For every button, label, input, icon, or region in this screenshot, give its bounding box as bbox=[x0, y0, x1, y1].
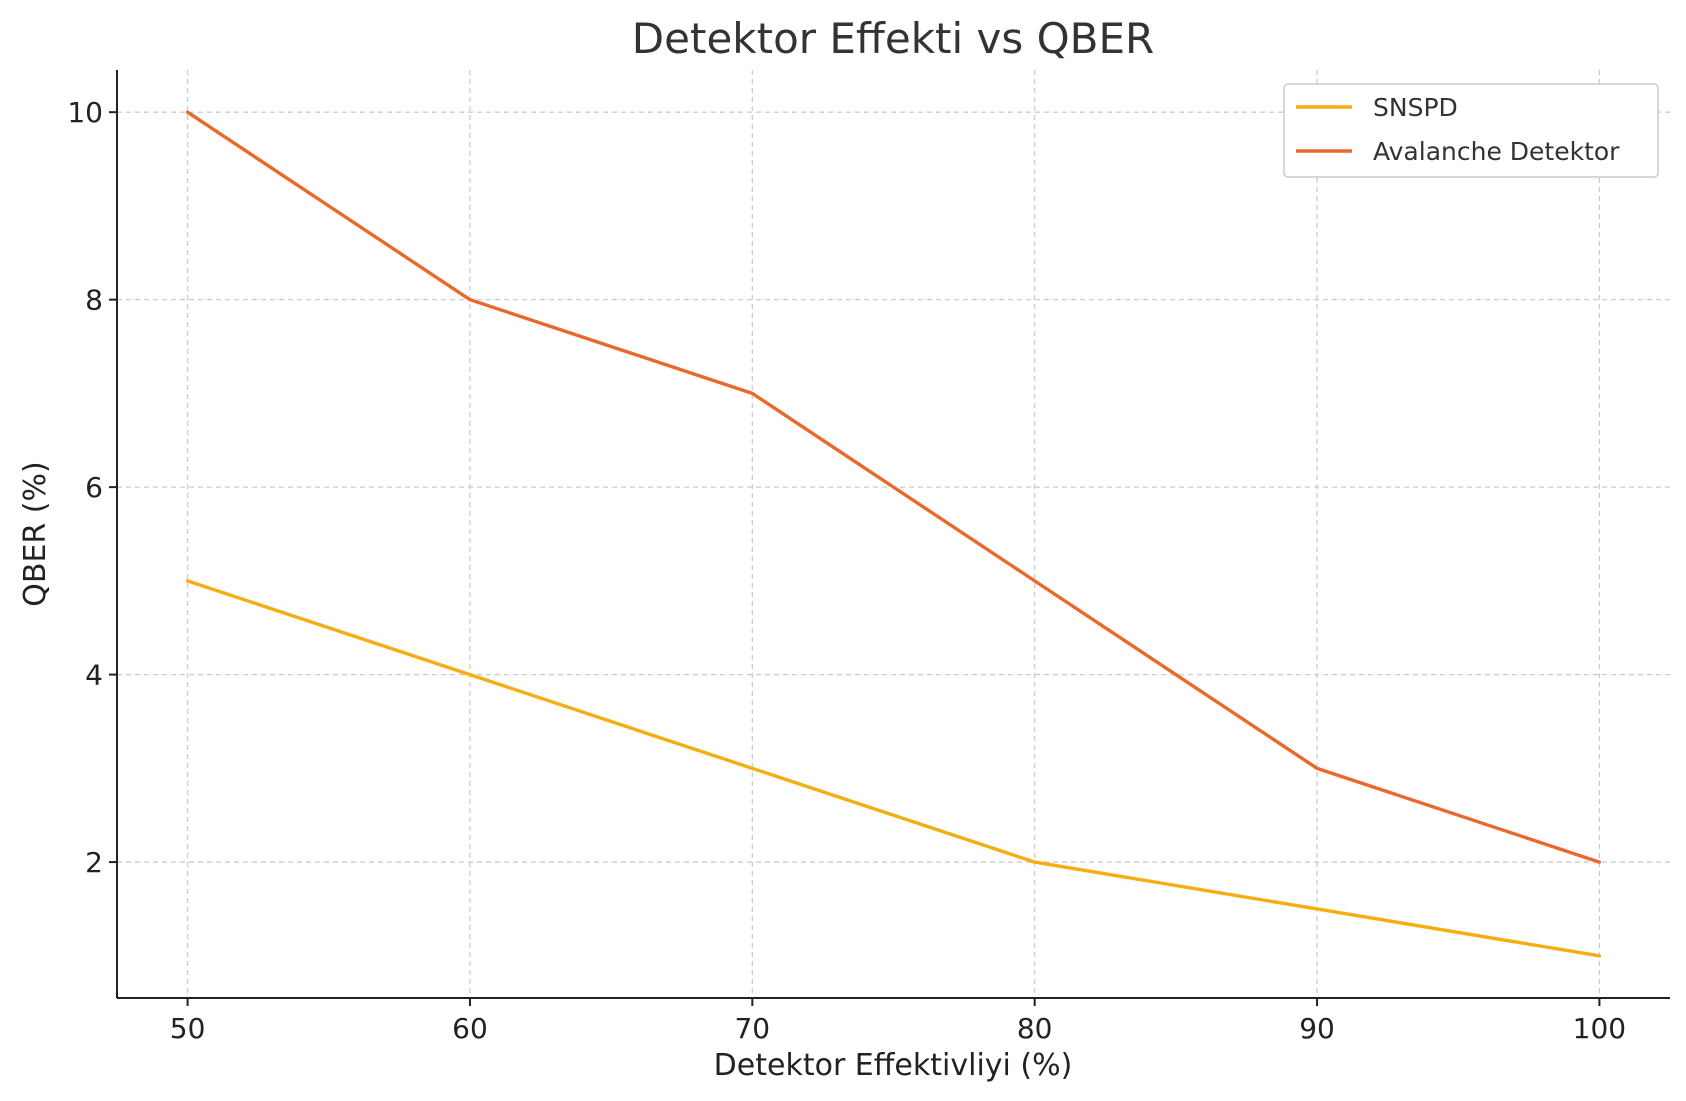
series-line-snspd bbox=[185, 579, 1602, 958]
x-tick-label: 80 bbox=[1017, 1012, 1053, 1045]
x-tick-label: 50 bbox=[170, 1012, 206, 1045]
series-line-avalanche-detektor bbox=[185, 110, 1602, 864]
y-tick-label: 2 bbox=[85, 846, 103, 879]
chart-title: Detektor Effekti vs QBER bbox=[632, 14, 1154, 63]
x-tick-label: 70 bbox=[734, 1012, 770, 1045]
y-tick-label: 6 bbox=[85, 471, 103, 504]
x-tick-label: 90 bbox=[1299, 1012, 1335, 1045]
y-tick-label: 8 bbox=[85, 284, 103, 317]
y-axis-title: QBER (%) bbox=[18, 461, 53, 606]
legend-box bbox=[1283, 83, 1659, 178]
x-axis-title: Detektor Effektivliyi (%) bbox=[714, 1048, 1073, 1083]
legend: SNSPD Avalanche Detektor bbox=[1283, 83, 1659, 178]
series-lines bbox=[185, 110, 1602, 958]
axes bbox=[116, 70, 1670, 999]
ticks: 50 60 70 80 90 100 2 4 6 8 10 bbox=[67, 96, 1626, 1045]
x-tick-label: 60 bbox=[452, 1012, 488, 1045]
y-tick-label: 4 bbox=[85, 659, 103, 692]
y-tick-label: 10 bbox=[67, 96, 103, 129]
legend-label-snspd: SNSPD bbox=[1373, 93, 1458, 122]
grid bbox=[117, 70, 1670, 998]
x-tick-label: 100 bbox=[1573, 1012, 1626, 1045]
legend-label-avalanche-detektor: Avalanche Detektor bbox=[1373, 137, 1620, 166]
